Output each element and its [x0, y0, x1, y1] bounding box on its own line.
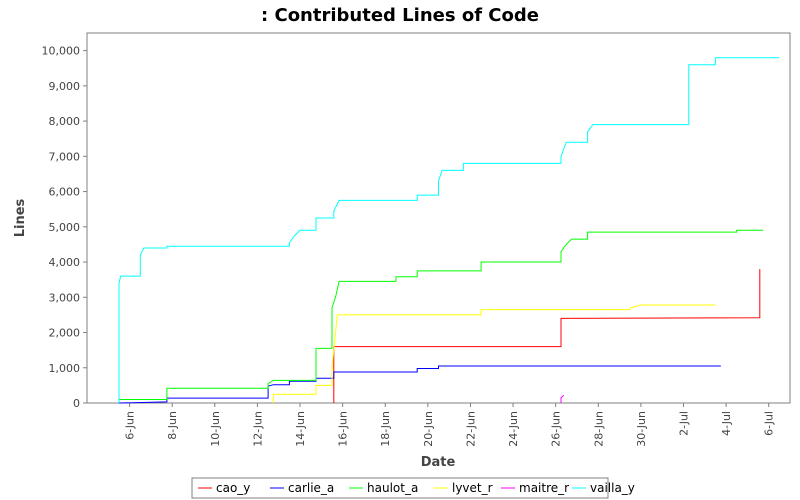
- y-axis-ticks: 0 1,000 2,000 3,000 4,000 5,000 6,000 7,000 8,00…: [42, 45, 87, 410]
- x-tick-label: 8-Jun: [166, 411, 179, 440]
- series-line-maitre_r: [560, 394, 565, 403]
- series-line-cao_y: [333, 269, 761, 403]
- y-tick-label: 2,000: [49, 327, 81, 340]
- y-tick-label: 9,000: [49, 80, 81, 93]
- legend-entry: carlie_a: [288, 481, 334, 495]
- legend-entry: maitre_r: [519, 481, 569, 495]
- legend-entry: haulot_a: [367, 481, 418, 495]
- x-tick-label: 16-Jun: [337, 411, 350, 447]
- y-tick-label: 0: [73, 397, 80, 410]
- plot-area: [86, 32, 791, 404]
- x-tick-label: 4-Jul: [720, 411, 733, 436]
- x-tick-label: 14-Jun: [294, 411, 307, 447]
- x-tick-label: 2-Jul: [677, 411, 690, 436]
- chart-title: : Contributed Lines of Code: [261, 5, 539, 26]
- x-axis-label: Date: [421, 455, 456, 470]
- x-tick-label: 6-Jun: [124, 411, 137, 440]
- x-tick-label: 30-Jun: [635, 411, 648, 447]
- x-tick-label: 24-Jun: [507, 411, 520, 447]
- legend-box: [191, 477, 609, 499]
- y-axis-label: Lines: [13, 198, 28, 237]
- legend-entry: lyvet_r: [452, 481, 493, 495]
- y-tick-label: 3,000: [49, 291, 81, 304]
- x-tick-label: 26-Jun: [550, 411, 563, 447]
- y-tick-label: 10,000: [42, 45, 81, 58]
- x-tick-label: 12-Jun: [251, 411, 264, 447]
- y-tick-label: 5,000: [49, 221, 81, 234]
- x-axis-ticks: 6-Jun 8-Jun 10-Jun 12-Jun 14-Jun 16-Jun 18-Jun…: [124, 403, 776, 447]
- y-tick-label: 7,000: [49, 150, 81, 163]
- y-tick-label: 6,000: [49, 186, 81, 199]
- series-line-carlie_a: [118, 365, 721, 404]
- x-tick-label: 10-Jun: [209, 411, 222, 447]
- y-tick-label: 8,000: [49, 115, 81, 128]
- legend: cao_y carlie_a haulot_a lyvet_r maitre_r vail…: [191, 477, 635, 499]
- series-line-lyvet_r: [272, 304, 716, 403]
- x-tick-label: 20-Jun: [422, 411, 435, 447]
- legend-entry: vailla_y: [590, 481, 635, 495]
- series-line-haulot_a: [118, 229, 764, 403]
- series-lines: [118, 57, 780, 404]
- x-tick-label: 28-Jun: [592, 411, 605, 447]
- x-tick-label: 6-Jul: [763, 411, 776, 436]
- x-tick-label: 18-Jun: [379, 411, 392, 447]
- y-tick-label: 1,000: [49, 362, 81, 375]
- x-tick-label: 22-Jun: [464, 411, 477, 447]
- series-line-vailla_y: [118, 57, 780, 403]
- legend-entry: cao_y: [216, 481, 250, 495]
- y-tick-label: 4,000: [49, 256, 81, 269]
